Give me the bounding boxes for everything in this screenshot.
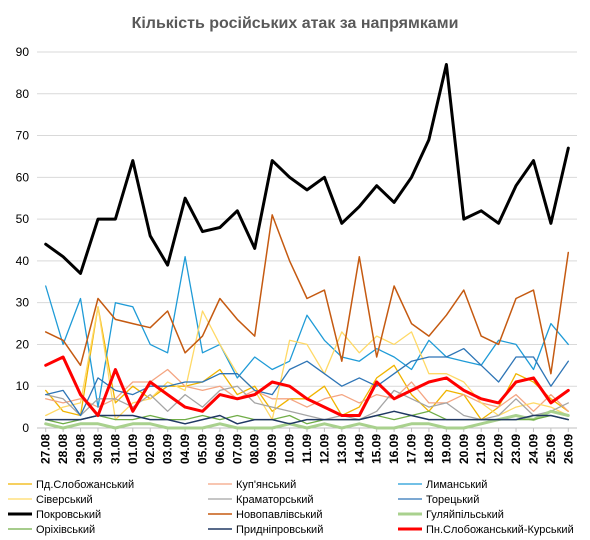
x-axis-ticks: 27.08 28.08 29.08 30.08 31.08 01.09 02.09 03.09… xyxy=(39,428,575,464)
x-tick-label: 26.09 xyxy=(561,434,575,464)
x-tick-label: 08.09 xyxy=(248,434,262,464)
x-tick-label: 28.08 xyxy=(56,434,70,464)
x-tick-label: 13.09 xyxy=(335,434,349,464)
x-tick-label: 04.09 xyxy=(178,434,192,464)
y-tick-label: 60 xyxy=(16,170,30,184)
legend-entry: Пд.Слобожанський xyxy=(36,479,134,491)
x-tick-label: 27.08 xyxy=(39,434,53,464)
legend-entry: Торецький xyxy=(426,494,479,506)
series-line-6 xyxy=(44,63,570,275)
legend: Пд.Слобожанський Куп'янський Лиманський Сів… xyxy=(8,479,574,536)
x-tick-label: 23.09 xyxy=(509,434,523,464)
series-lines xyxy=(44,63,570,430)
x-tick-label: 24.09 xyxy=(526,434,540,464)
x-tick-label: 21.09 xyxy=(474,434,488,464)
x-tick-label: 06.09 xyxy=(213,434,227,464)
legend-entry: Гуляйпільський xyxy=(426,509,504,521)
x-tick-label: 17.09 xyxy=(405,434,419,464)
series-line-2 xyxy=(45,256,569,408)
x-tick-label: 29.08 xyxy=(74,434,88,464)
y-tick-label: 20 xyxy=(16,337,30,351)
x-tick-label: 22.09 xyxy=(492,434,506,464)
x-tick-label: 20.09 xyxy=(457,434,471,464)
legend-entry: Сіверський xyxy=(36,494,93,506)
series-line-3 xyxy=(45,306,569,421)
x-tick-label: 15.09 xyxy=(370,434,384,464)
x-tick-label: 16.09 xyxy=(387,434,401,464)
y-tick-label: 50 xyxy=(16,212,30,226)
y-tick-label: 10 xyxy=(16,379,30,393)
x-tick-label: 03.09 xyxy=(161,434,175,464)
series-line-8 xyxy=(44,409,570,430)
gridlines xyxy=(37,51,577,387)
chart-title: Кількість російських атак за напрямками xyxy=(132,15,459,32)
legend-entry: Новопавлівський xyxy=(236,509,322,521)
x-tick-label: 09.09 xyxy=(265,434,279,464)
x-tick-label: 05.09 xyxy=(195,434,209,464)
legend-entry: Куп'янський xyxy=(236,479,296,491)
legend-entry: Краматорський xyxy=(236,494,314,506)
x-tick-label: 25.09 xyxy=(544,434,558,464)
x-tick-label: 31.08 xyxy=(108,434,122,464)
y-tick-label: 40 xyxy=(16,254,30,268)
y-tick-label: 70 xyxy=(16,129,30,143)
y-axis-ticks: 0 10 20 30 40 50 60 70 80 90 xyxy=(16,45,30,435)
x-tick-label: 30.08 xyxy=(91,434,105,464)
series-line-10 xyxy=(44,410,570,425)
x-tick-label: 19.09 xyxy=(439,434,453,464)
y-tick-label: 0 xyxy=(22,421,29,435)
x-tick-label: 01.09 xyxy=(126,434,140,464)
legend-entry: Покровський xyxy=(36,509,101,521)
x-tick-label: 18.09 xyxy=(422,434,436,464)
x-tick-label: 07.09 xyxy=(230,434,244,464)
series-line-11 xyxy=(44,355,570,417)
y-tick-label: 80 xyxy=(16,87,30,101)
x-tick-label: 14.09 xyxy=(352,434,366,464)
series-line-7 xyxy=(44,214,570,375)
legend-entry: Лиманський xyxy=(426,479,487,491)
series-line-5 xyxy=(45,347,569,417)
x-tick-label: 12.09 xyxy=(317,434,331,464)
legend-entry: Оріхівський xyxy=(36,524,95,536)
legend-entry: Придніпровський xyxy=(236,524,323,536)
y-tick-label: 30 xyxy=(16,296,30,310)
legend-entry: Пн.Слобожанський-Курський xyxy=(426,524,574,536)
x-tick-label: 02.09 xyxy=(143,434,157,464)
x-tick-label: 10.09 xyxy=(283,434,297,464)
x-tick-label: 11.09 xyxy=(300,434,314,464)
y-tick-label: 90 xyxy=(16,45,30,59)
